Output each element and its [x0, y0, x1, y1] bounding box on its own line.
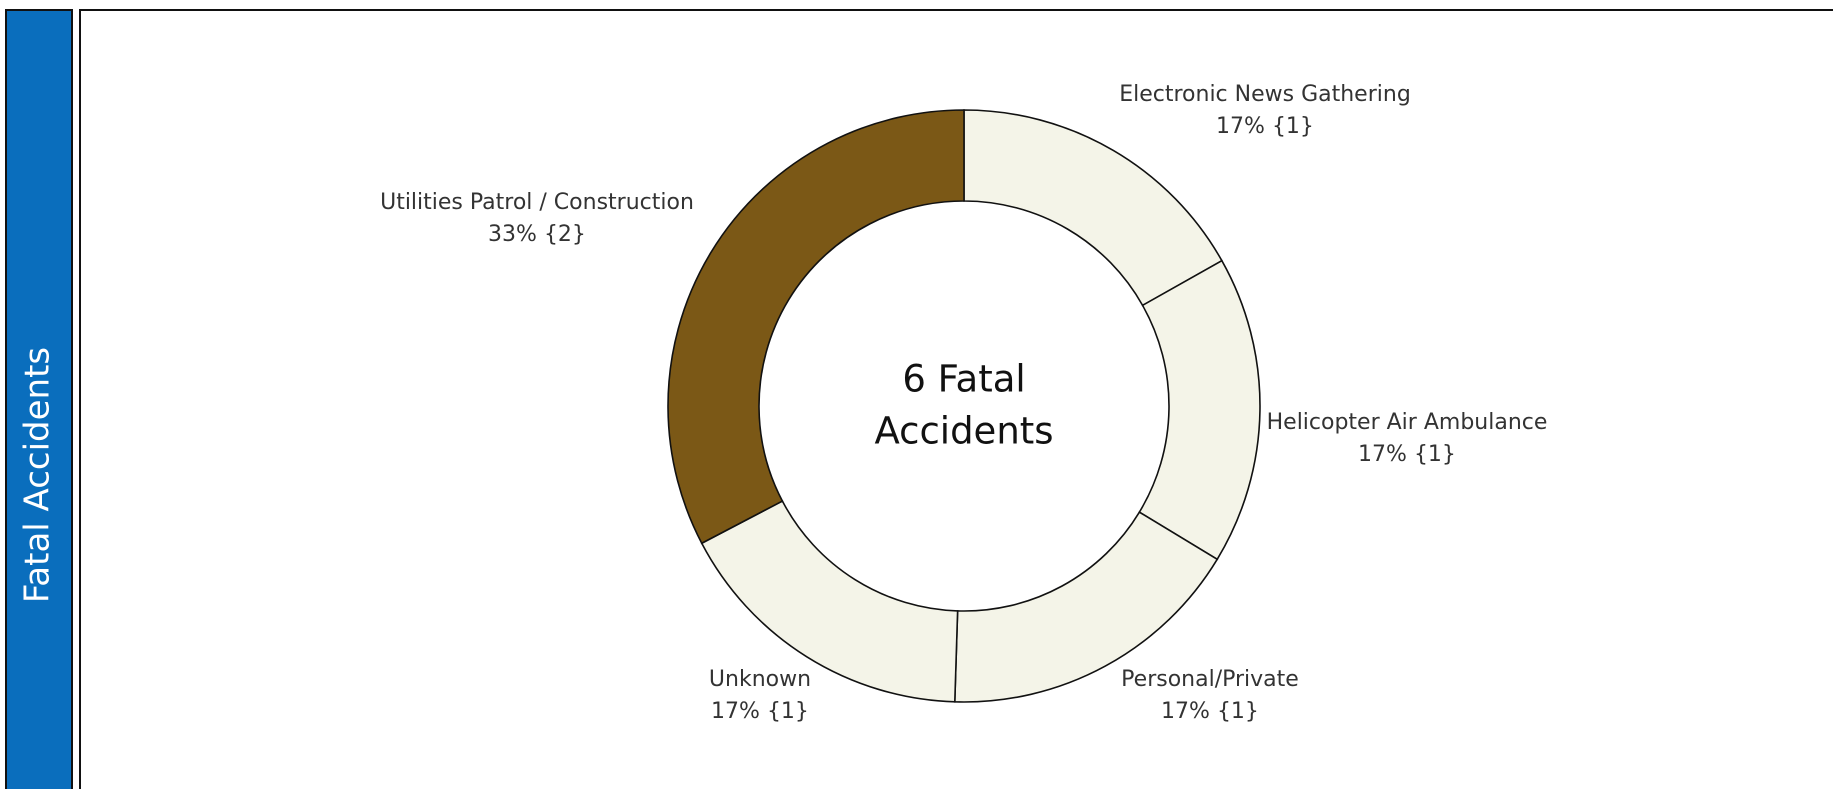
segment-value-label: 17% {1}	[1358, 442, 1456, 467]
segment-label: Electronic News Gathering	[1119, 82, 1411, 107]
center-text: Accidents	[874, 410, 1053, 453]
segment-label: Personal/Private	[1121, 667, 1299, 692]
segment-value-label: 33% {2}	[488, 222, 586, 247]
side-panel	[5, 9, 73, 789]
segment-label: Unknown	[709, 667, 811, 692]
panel-label: Fatal Accidents	[18, 347, 58, 603]
segment-label: Helicopter Air Ambulance	[1267, 410, 1548, 435]
segment-value-label: 17% {1}	[1216, 114, 1314, 139]
segment-value-label: 17% {1}	[1161, 699, 1259, 724]
center-text: 6 Fatal	[902, 358, 1025, 401]
donut-segment	[667, 109, 965, 545]
segment-label: Utilities Patrol / Construction	[380, 190, 694, 215]
segment-value-label: 17% {1}	[711, 699, 809, 724]
